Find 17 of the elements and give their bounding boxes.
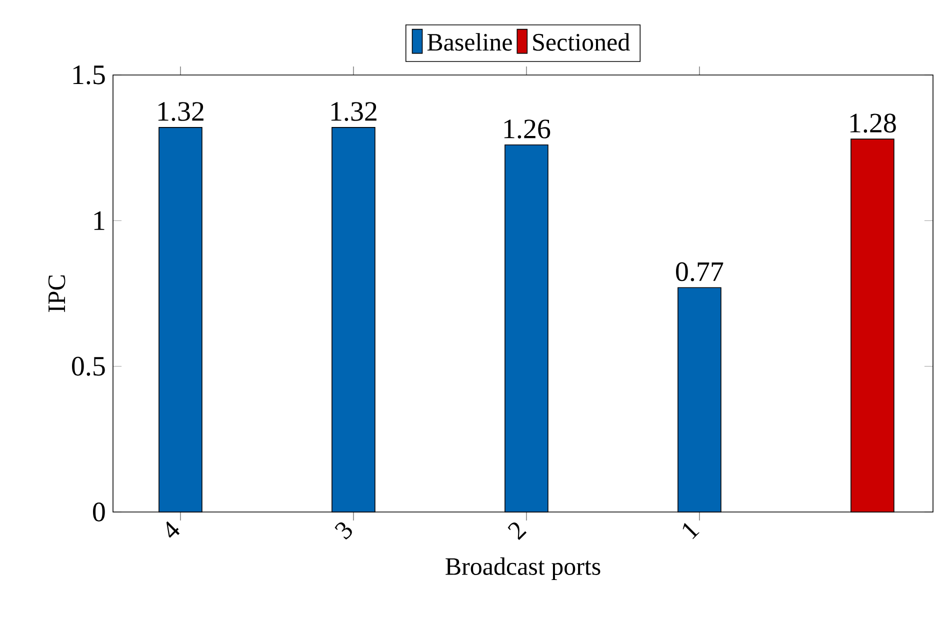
y-axis-title: IPC: [48, 275, 66, 312]
x-tick-label: 4: [166, 521, 180, 538]
data-label: 1.32: [331, 102, 376, 122]
y-tick-label: 1.5: [73, 66, 105, 84]
legend-label: Baseline: [427, 33, 512, 51]
data-label: 0.77: [676, 262, 724, 282]
x-tick-label: 2: [508, 522, 527, 540]
data-label: 1.26: [504, 120, 550, 139]
x-tick-label: 1: [682, 522, 700, 540]
legend-label: Sectioned: [533, 33, 630, 51]
x-axis-title: Broadcast ports: [446, 557, 600, 580]
y-tick-label: 1: [94, 211, 104, 230]
y-tick-label: 0.5: [72, 356, 105, 376]
data-label: 1.28: [850, 114, 896, 133]
x-tick-label: 3: [334, 522, 352, 540]
y-tick-label: 0: [93, 502, 105, 522]
data-label: 1.32: [158, 102, 204, 122]
